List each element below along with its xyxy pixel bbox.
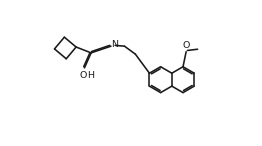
Text: O: O — [182, 41, 190, 50]
Text: H: H — [87, 71, 94, 80]
Text: N: N — [111, 40, 118, 49]
Text: O: O — [80, 71, 87, 80]
